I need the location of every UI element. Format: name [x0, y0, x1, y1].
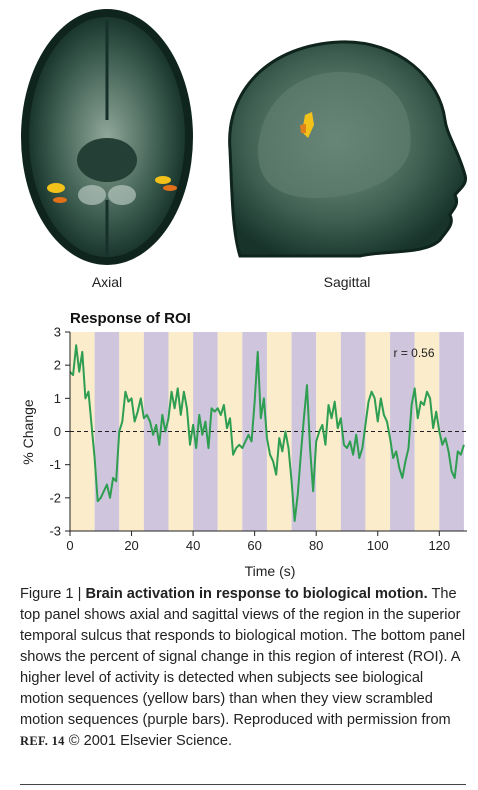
- x-axis-label: Time (s): [245, 563, 296, 579]
- chart: Response of ROI Time (s) % Change: [20, 310, 295, 579]
- image-label: Sagittal: [324, 274, 371, 290]
- image-label: Axial: [92, 274, 122, 290]
- caption-title: Brain activation in response to biologic…: [85, 586, 428, 602]
- x-tick-label: 80: [309, 538, 323, 553]
- sagittal-image: [228, 40, 468, 258]
- y-tick-label: -3: [49, 524, 61, 539]
- x-tick-label: 0: [66, 538, 73, 553]
- figure: Axial Sagittal Response of ROI Time (s) …: [20, 9, 468, 579]
- caption-text: The top panel shows axial and sagittal v…: [20, 586, 466, 728]
- x-tick-label: 60: [247, 538, 261, 553]
- y-tick-label: 0: [54, 424, 61, 439]
- condition-block: [119, 332, 144, 531]
- caption-credit: © 2001 Elsevier Science.: [68, 733, 233, 749]
- x-tick-label: 120: [428, 538, 450, 553]
- y-tick-label: -2: [49, 490, 61, 505]
- annotation: r = 0.56: [393, 346, 434, 360]
- x-tick-label: 100: [367, 538, 389, 553]
- rule: [20, 784, 466, 785]
- y-tick-label: -1: [49, 457, 61, 472]
- y-tick-label: 3: [54, 325, 61, 340]
- axial-image: [21, 9, 193, 265]
- data-line: [69, 344, 465, 523]
- y-tick-label: 2: [54, 358, 61, 373]
- caption-label: Figure 1 |: [20, 586, 82, 602]
- caption-ref: REF. 14: [20, 734, 65, 748]
- x-tick-label: 20: [124, 538, 138, 553]
- y-axis-label: % Change: [20, 399, 36, 465]
- chart-title: Response of ROI: [70, 310, 191, 327]
- x-tick-label: 40: [186, 538, 200, 553]
- y-tick-label: 1: [54, 391, 61, 406]
- caption: Figure 1 | Brain activation in response …: [20, 584, 466, 752]
